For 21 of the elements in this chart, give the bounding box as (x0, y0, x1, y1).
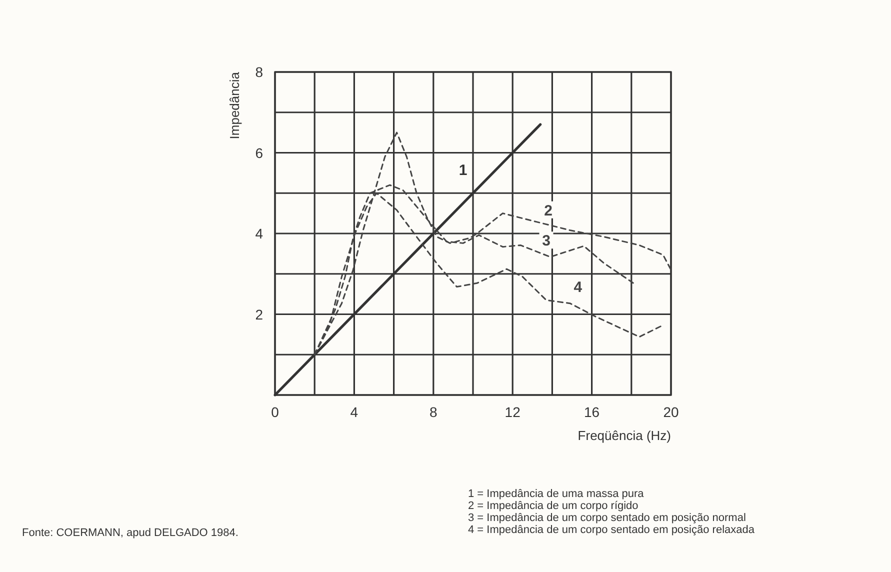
y-tick-label: 4 (255, 226, 264, 242)
source-note: Fonte: COERMANN, apud DELGADO 1984. (22, 527, 238, 539)
x-tick-label: 20 (663, 404, 679, 420)
text: 3 = Impedância de um corpo sentado em posição normal (468, 512, 746, 524)
series-label: 1 (458, 162, 468, 179)
y-tick-label: 6 (255, 144, 264, 161)
x-tick-label: 4 (350, 404, 358, 420)
x-tick-label: 12 (504, 404, 521, 420)
x-tick-label: 0 (271, 404, 280, 420)
text: 2 = Impedância de um corpo rígido (468, 500, 638, 512)
y-axis-title: Impedância (227, 71, 242, 140)
x-tick-label: 8 (430, 404, 438, 420)
y-tick-label: 2 (255, 306, 264, 322)
x-tick-label: 16 (584, 404, 600, 420)
text: 4 = Impedância de um corpo sentado em posição relaxada (468, 524, 756, 536)
x-axis-title: Freqüência (Hz) (578, 428, 671, 443)
text: 1 = Impedância de uma massa pura (468, 488, 645, 500)
y-tick-label: 8 (255, 64, 264, 80)
series-label: 2 (544, 202, 552, 220)
series-label: 4 (574, 279, 583, 296)
series-label: 3 (542, 232, 550, 250)
